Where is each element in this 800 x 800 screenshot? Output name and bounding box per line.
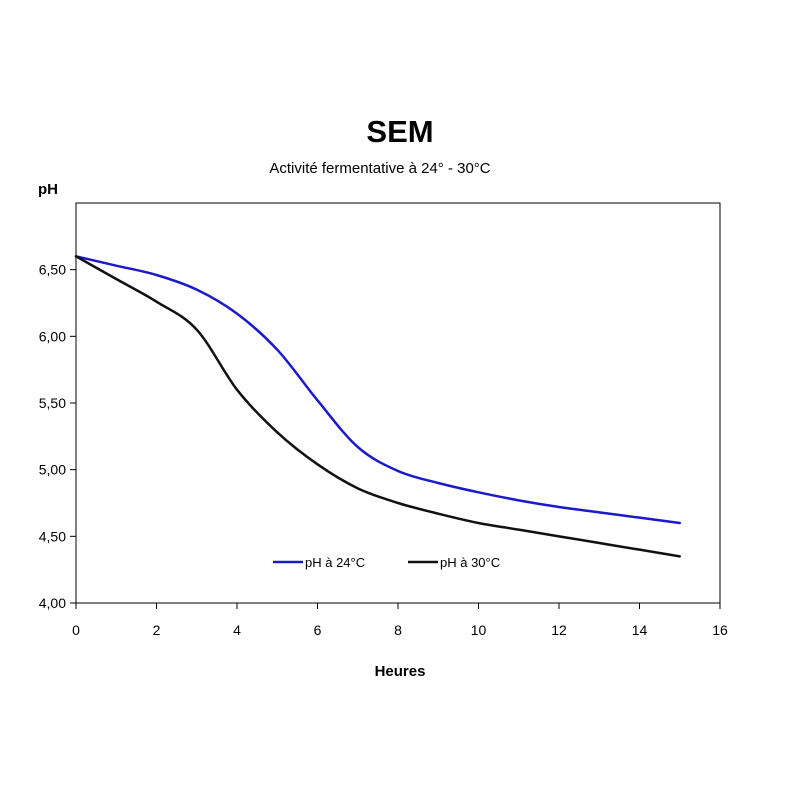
x-tick-label: 16 xyxy=(712,622,728,638)
x-tick-label: 6 xyxy=(314,622,322,638)
y-tick-label: 5,00 xyxy=(39,462,66,478)
y-tick-label: 4,50 xyxy=(39,528,66,544)
x-tick-label: 4 xyxy=(233,622,241,638)
series-line-0 xyxy=(74,255,681,525)
x-tick-label: 12 xyxy=(551,622,567,638)
legend-label: pH à 24°C xyxy=(305,555,365,570)
chart-subtitle: Activité fermentative à 24° - 30°C xyxy=(269,160,491,177)
x-tick-label: 0 xyxy=(72,622,80,638)
x-tick-label: 10 xyxy=(471,622,487,638)
y-tick-label: 4,00 xyxy=(39,595,66,611)
y-tick-label: 6,00 xyxy=(39,328,66,344)
series-line-1 xyxy=(74,255,681,558)
plot-area xyxy=(75,202,721,604)
chart-title: SEM xyxy=(366,114,434,149)
legend-label: pH à 30°C xyxy=(440,555,500,570)
y-tick-label: 5,50 xyxy=(39,395,66,411)
x-axis-title: Heures xyxy=(375,663,426,680)
y-axis-title: pH xyxy=(38,181,58,198)
y-tick-label: 6,50 xyxy=(39,262,66,278)
x-tick-label: 8 xyxy=(394,622,402,638)
x-tick-label: 2 xyxy=(153,622,161,638)
x-tick-label: 14 xyxy=(632,622,648,638)
